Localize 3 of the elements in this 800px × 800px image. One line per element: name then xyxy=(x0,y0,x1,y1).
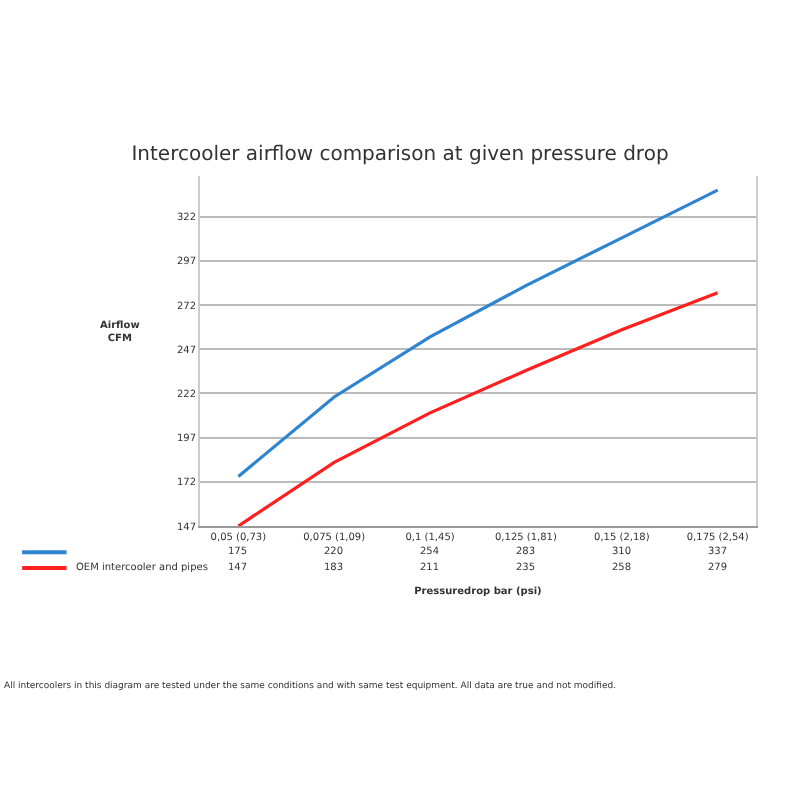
line-series xyxy=(236,188,720,479)
line-series xyxy=(236,291,720,526)
chart-title: Intercooler airflow comparison at given pressure drop xyxy=(131,144,669,166)
